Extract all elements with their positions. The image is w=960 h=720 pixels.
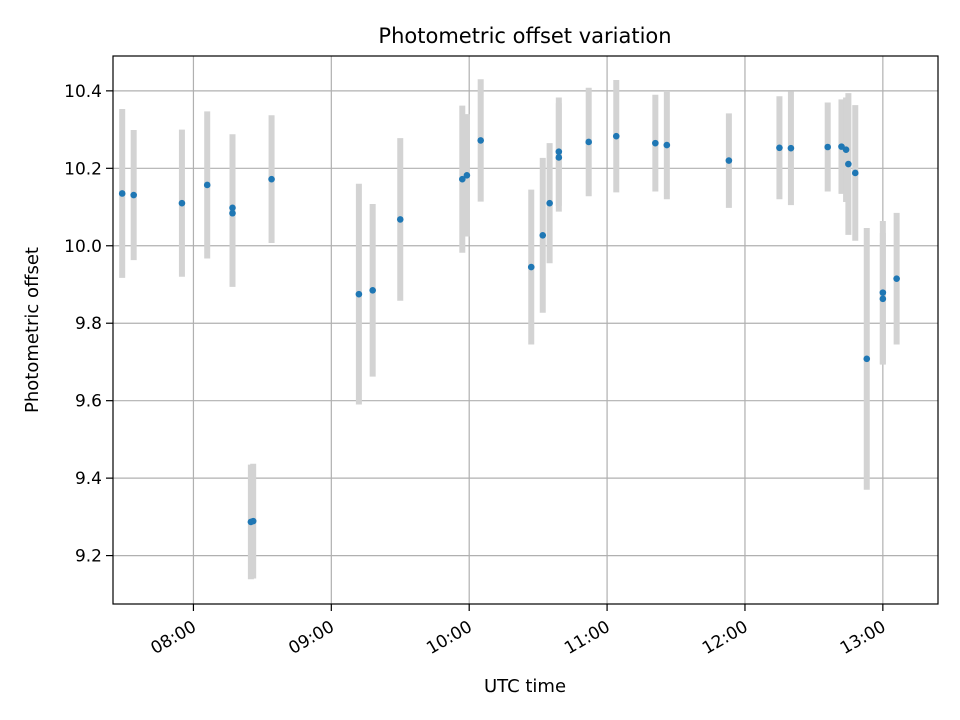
grid xyxy=(113,56,938,604)
data-point xyxy=(178,199,186,207)
y-tick-label: 10.2 xyxy=(64,159,102,179)
data-point xyxy=(787,144,795,152)
x-tick-label: 09:00 xyxy=(285,617,337,659)
data-point xyxy=(203,181,211,189)
data-point xyxy=(776,144,783,152)
y-tick-label: 10.4 xyxy=(64,82,102,102)
data-point xyxy=(229,209,236,217)
data-point xyxy=(527,263,535,271)
plot-frame xyxy=(112,55,939,605)
y-axis-ticks: 9.2 9.4 9.6 9.8 10.0 10.2 10.4 xyxy=(64,82,113,567)
data-point xyxy=(585,138,592,146)
data-point xyxy=(268,175,275,183)
data-point xyxy=(879,289,887,296)
data-point xyxy=(130,191,137,199)
data-point xyxy=(229,204,236,212)
data-point xyxy=(539,232,547,239)
data-point xyxy=(725,157,733,164)
data-point xyxy=(824,143,831,151)
chart-title: Photometric offset variation xyxy=(378,24,671,48)
data-point xyxy=(652,139,659,147)
x-tick-label: 12:00 xyxy=(699,617,751,659)
y-tick-label: 9.8 xyxy=(75,314,102,334)
data-point xyxy=(477,137,484,144)
data-point xyxy=(118,190,126,197)
data-point xyxy=(546,199,553,207)
y-tick-label: 9.6 xyxy=(75,392,102,412)
y-tick-label: 9.4 xyxy=(75,469,102,489)
x-tick-label: 10:00 xyxy=(423,617,475,659)
error-bars xyxy=(119,79,900,580)
data-point xyxy=(355,290,363,298)
data-point xyxy=(863,355,871,363)
data-point xyxy=(879,295,887,303)
data-point xyxy=(845,160,852,168)
x-axis-ticks: 08:00 09:00 10:00 11:00 12:00 13:00 xyxy=(147,604,889,659)
data-point xyxy=(555,148,563,155)
x-tick-label: 08:00 xyxy=(147,617,199,659)
y-axis-label: Photometric offset xyxy=(22,247,43,413)
data-point xyxy=(851,169,859,177)
data-point xyxy=(842,146,850,154)
data-point xyxy=(555,154,563,161)
data-point xyxy=(463,171,471,179)
data-point xyxy=(249,517,257,525)
x-tick-label: 11:00 xyxy=(561,617,613,659)
x-axis-label: UTC time xyxy=(484,676,566,697)
y-tick-label: 9.2 xyxy=(75,547,102,567)
data-point xyxy=(369,287,376,294)
data-point xyxy=(396,216,404,223)
x-tick-label: 13:00 xyxy=(837,617,889,659)
data-point xyxy=(459,175,466,183)
data-points xyxy=(118,132,900,526)
data-point xyxy=(663,141,671,149)
data-point xyxy=(893,275,900,282)
y-tick-label: 10.0 xyxy=(64,237,102,257)
data-point xyxy=(612,132,620,140)
